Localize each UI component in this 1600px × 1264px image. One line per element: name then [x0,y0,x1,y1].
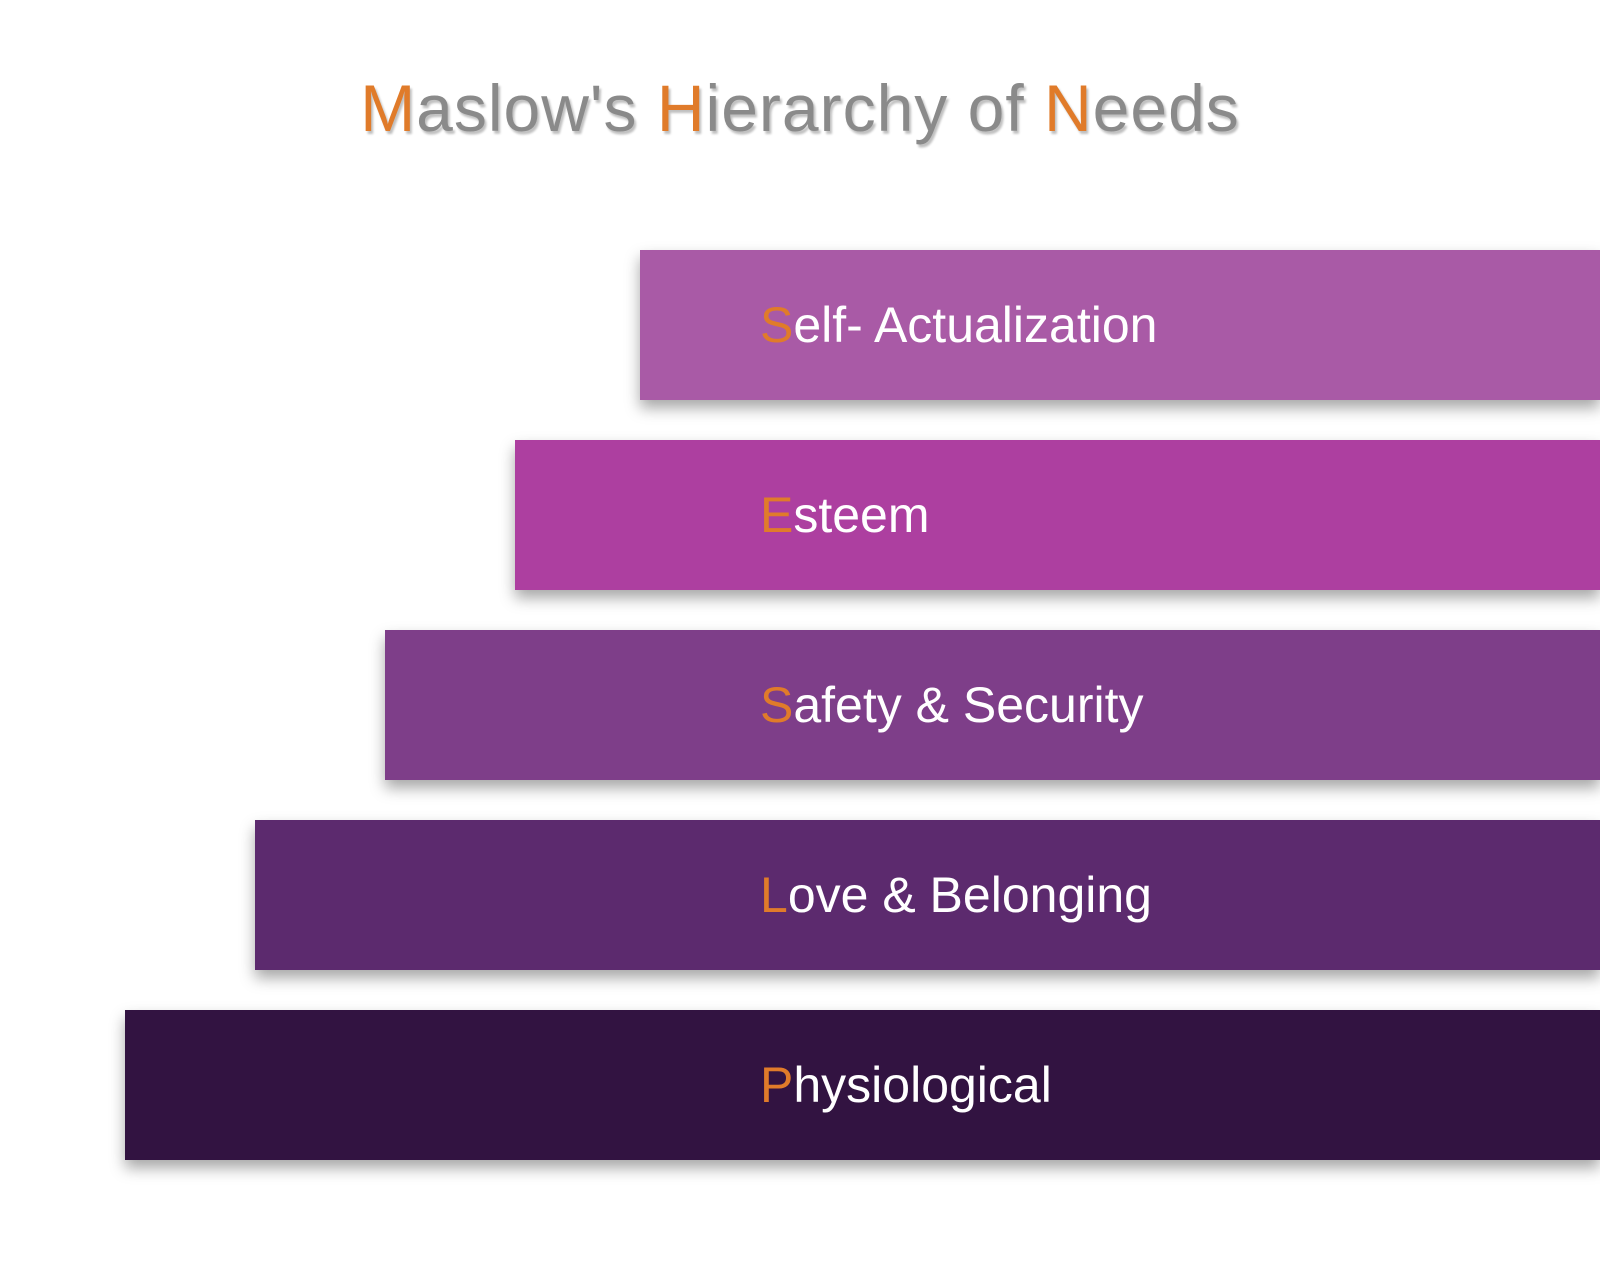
title-cap-m: M [360,71,416,145]
bar-label: Self- Actualization [760,296,1157,354]
bar-physiological: Physiological [125,1010,1600,1160]
bar-label: Love & Belonging [760,866,1152,924]
bar-rest: steem [793,487,929,543]
title-frag-1: aslow's [416,71,657,145]
bar-love-belonging: Love & Belonging [255,820,1600,970]
title-cap-h: H [657,71,706,145]
diagram-title: Maslow's Hierarchy of Needs [0,70,1600,146]
bar-rest: afety & Security [793,677,1143,733]
bar-cap: L [760,867,788,923]
bar-rest: elf- Actualization [793,297,1157,353]
bar-label: Safety & Security [760,676,1144,734]
title-frag-2: ierarchy of [706,71,1044,145]
bar-cap: S [760,297,793,353]
bar-rest: hysiological [793,1057,1051,1113]
bar-rest: ove & Belonging [788,867,1152,923]
bar-safety-security: Safety & Security [385,630,1600,780]
bar-label: Physiological [760,1056,1052,1114]
title-frag-3: eeds [1093,71,1240,145]
title-cap-n: N [1044,71,1093,145]
bar-self-actualization: Self- Actualization [640,250,1600,400]
bar-cap: S [760,677,793,733]
bar-esteem: Esteem [515,440,1600,590]
bar-cap: P [760,1057,793,1113]
bar-label: Esteem [760,486,930,544]
bar-cap: E [760,487,793,543]
